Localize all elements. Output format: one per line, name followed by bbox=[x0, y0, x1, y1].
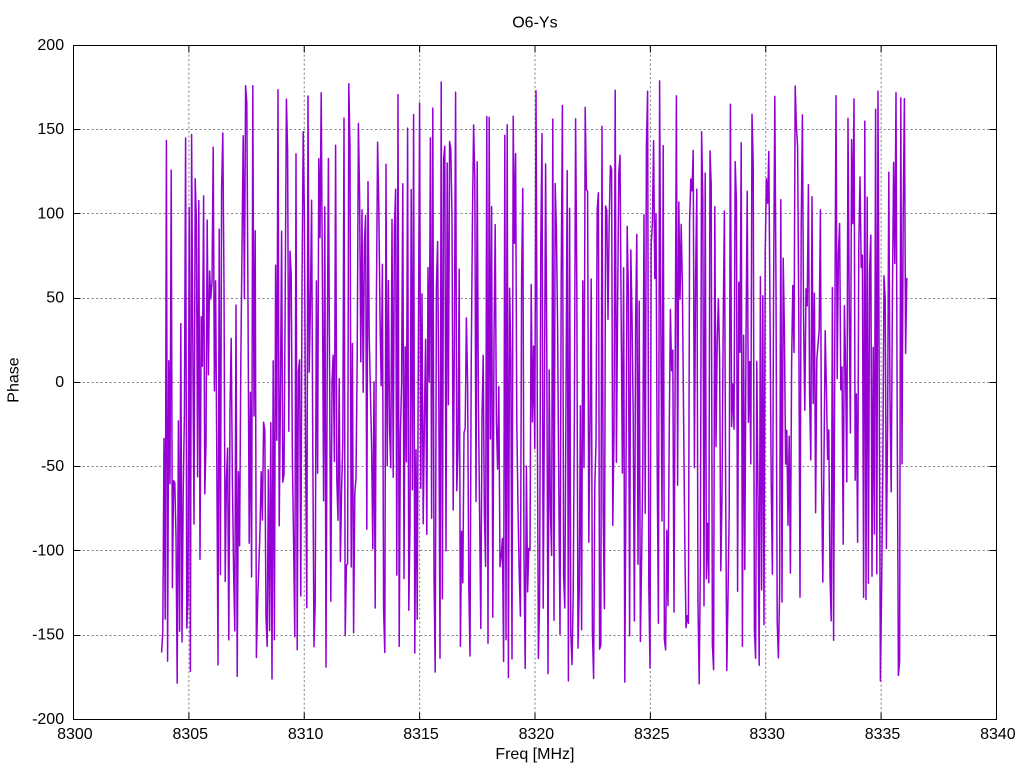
svg-text:8310: 8310 bbox=[288, 726, 324, 743]
svg-text:O6-Ys: O6-Ys bbox=[512, 15, 557, 32]
svg-text:8315: 8315 bbox=[403, 726, 439, 743]
svg-text:-100: -100 bbox=[32, 542, 64, 559]
svg-text:8300: 8300 bbox=[57, 726, 93, 743]
svg-text:-50: -50 bbox=[41, 458, 64, 475]
svg-text:Phase: Phase bbox=[6, 357, 23, 402]
svg-text:8320: 8320 bbox=[519, 726, 555, 743]
svg-text:100: 100 bbox=[37, 205, 64, 222]
svg-text:8340: 8340 bbox=[980, 726, 1016, 743]
svg-text:-200: -200 bbox=[32, 711, 64, 728]
svg-text:8325: 8325 bbox=[634, 726, 670, 743]
svg-text:Freq [MHz]: Freq [MHz] bbox=[495, 746, 574, 763]
svg-text:200: 200 bbox=[37, 37, 64, 54]
svg-text:8305: 8305 bbox=[172, 726, 208, 743]
svg-text:150: 150 bbox=[37, 121, 64, 138]
svg-text:0: 0 bbox=[55, 374, 64, 391]
svg-text:50: 50 bbox=[46, 290, 64, 307]
svg-text:8335: 8335 bbox=[865, 726, 901, 743]
svg-text:-150: -150 bbox=[32, 627, 64, 644]
svg-text:8330: 8330 bbox=[749, 726, 785, 743]
